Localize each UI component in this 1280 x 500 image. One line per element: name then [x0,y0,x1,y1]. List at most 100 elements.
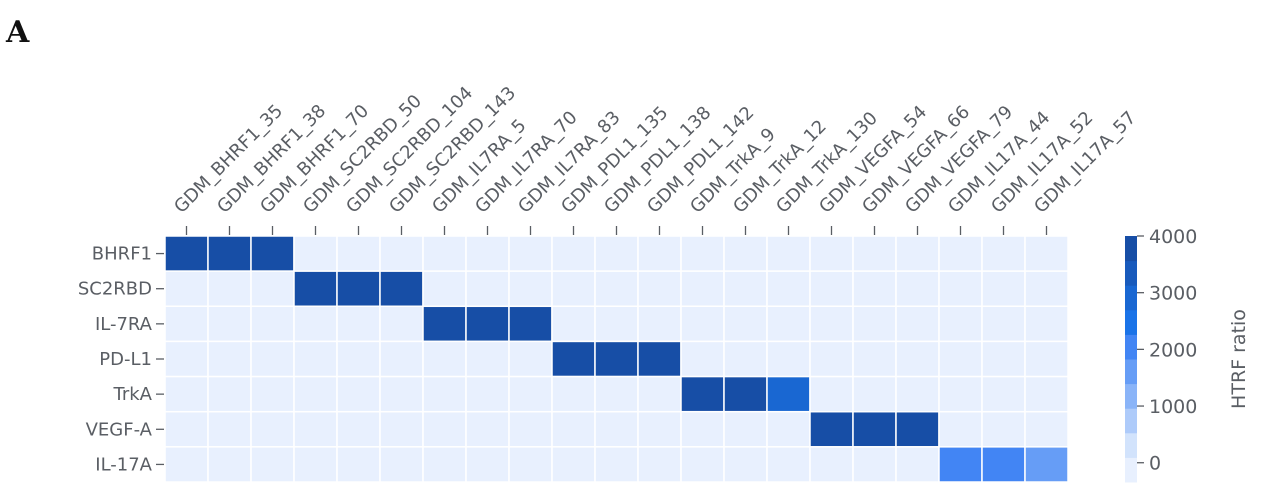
colorbar-bin [1125,334,1137,360]
heatmap-cell [895,375,940,413]
heatmap-cell [508,305,553,343]
heatmap-cell [809,235,854,272]
heatmap-cell [766,375,811,413]
heatmap-cell [1024,305,1069,343]
heatmap-cell [293,375,338,413]
colorbar-bin [1125,432,1137,458]
heatmap-cell [508,235,553,272]
heatmap-cell [981,270,1026,308]
y-axis-labels: BHRF1 SC2RBD IL-7RA PD-L1 TrkA VEGF-A IL-17A [78,244,164,475]
heatmap-cell [336,305,381,343]
heatmap-cell [1024,446,1069,483]
heatmap-cell [637,305,682,343]
heatmap-cell [938,270,983,308]
colorbar-tick-label: 2000 [1149,339,1197,361]
heatmap-cell [164,410,209,448]
heatmap-cell [250,375,295,413]
heatmap-cell [594,305,639,343]
heatmap-cell [723,305,768,343]
heatmap-cell [250,410,295,448]
heatmap-cell [852,305,897,343]
heatmap-cell [1024,375,1069,413]
heatmap-cell [336,340,381,378]
x-axis-labels: GDM_BHRF1_35GDM_BHRF1_38GDM_BHRF1_70GDM_… [170,83,1140,235]
heatmap-cell [895,446,940,483]
heatmap-cell [379,340,424,378]
heatmap-cell [465,340,510,378]
heatmap-cell [809,340,854,378]
heatmap-cell [164,340,209,378]
heatmap-cell [293,270,338,308]
heatmap-cell [680,270,725,308]
heatmap-cell [207,340,252,378]
heatmap-cell [164,375,209,413]
heatmap-cell [723,375,768,413]
heatmap-cell [766,305,811,343]
colorbar-bin [1125,309,1137,335]
heatmap-cell [680,235,725,272]
heatmap-cell [551,305,596,343]
heatmap-cell [680,305,725,343]
heatmap-cell [1024,235,1069,272]
heatmap-cell [981,305,1026,343]
heatmap-cell [938,446,983,483]
heatmap-cell [594,340,639,378]
colorbar-tick-label: 1000 [1149,396,1197,418]
heatmap-cell [379,270,424,308]
heatmap-cell [551,340,596,378]
y-tick-label: SC2RBD [78,279,152,300]
heatmap-cell [594,235,639,272]
heatmap-cell [207,410,252,448]
colorbar-bin [1125,359,1137,385]
heatmap-cell [766,446,811,483]
heatmap-cell [680,340,725,378]
heatmap-cell [207,446,252,483]
heatmap-cell [336,410,381,448]
heatmap-cell [723,235,768,272]
heatmap-cell [766,235,811,272]
heatmap-cell [422,340,467,378]
heatmap-cell [594,446,639,483]
colorbar-bin [1125,408,1137,434]
heatmap-cell [766,410,811,448]
heatmap-cell [551,375,596,413]
heatmap-cell [465,446,510,483]
heatmap-cell [766,340,811,378]
heatmap-cell [164,235,209,272]
heatmap-cell [895,235,940,272]
heatmap-cell [293,235,338,272]
heatmap-cell [164,446,209,483]
heatmap-cell [938,235,983,272]
heatmap-cell [422,235,467,272]
heatmap-cell [809,410,854,448]
colorbar-bin [1125,285,1137,311]
heatmap-cell [422,375,467,413]
heatmap-cell [809,446,854,483]
heatmap-cell [938,375,983,413]
heatmap-cell [680,375,725,413]
heatmap-cell [594,410,639,448]
heatmap-cell [250,446,295,483]
heatmap-cell [250,270,295,308]
heatmap-cell [508,270,553,308]
heatmap-cell [336,270,381,308]
heatmap-cell [1024,410,1069,448]
heatmap-cell [207,305,252,343]
heatmap-cell [723,340,768,378]
heatmap-cell [895,410,940,448]
heatmap-cell [981,340,1026,378]
heatmap-cell [852,235,897,272]
y-tick-label: IL-7RA [95,314,153,335]
heatmap-cell [508,410,553,448]
heatmap-cell [981,235,1026,272]
colorbar-tick-label: 4000 [1149,226,1197,248]
heatmap-cell [766,270,811,308]
heatmap-cell [422,305,467,343]
heatmap-cell [465,270,510,308]
colorbar-tick-label: 0 [1149,453,1161,475]
heatmap-cell [551,410,596,448]
heatmap-cell [336,375,381,413]
heatmap-cell [723,410,768,448]
heatmap-cell [938,305,983,343]
